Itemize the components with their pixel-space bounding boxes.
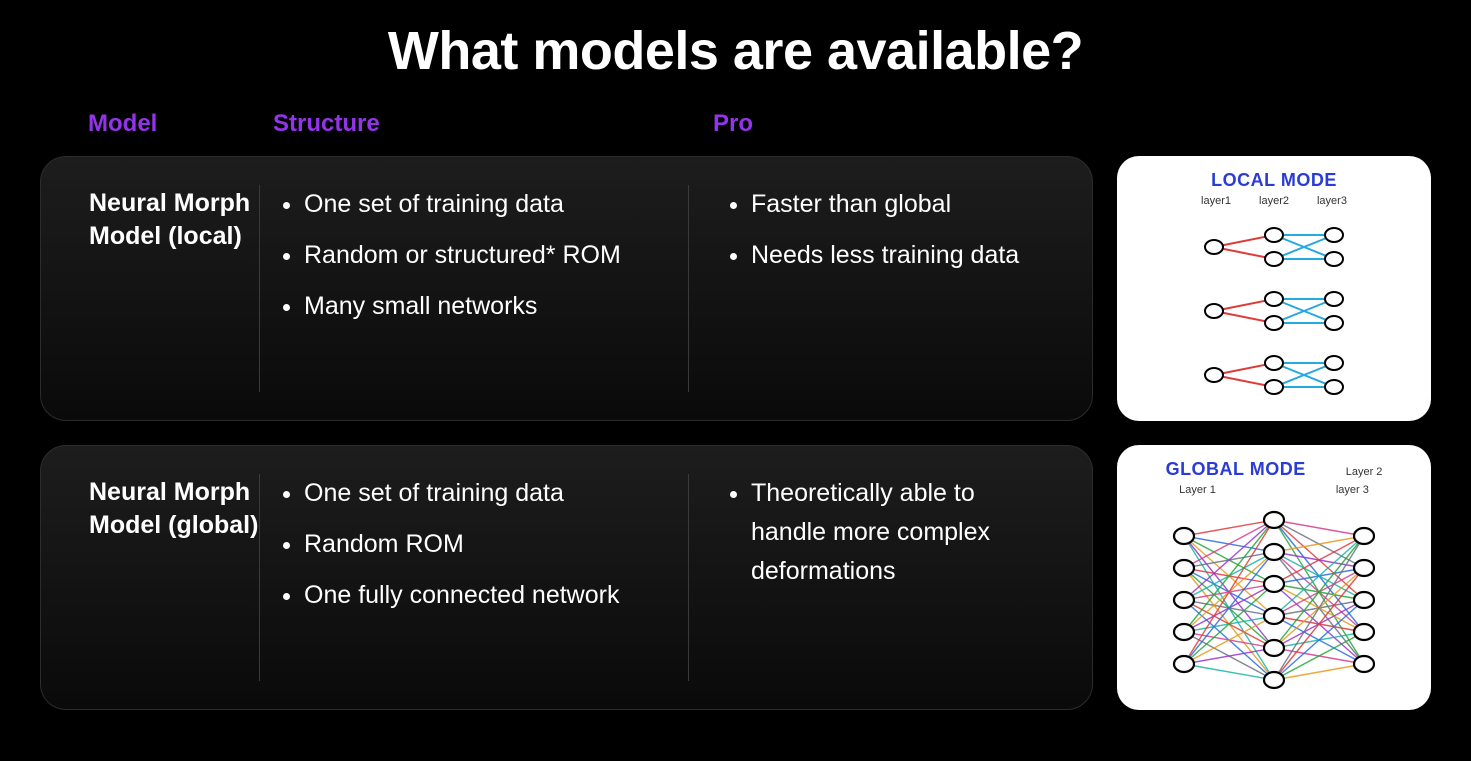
list-item: One set of training data (304, 474, 670, 513)
diagram-global: GLOBAL MODE Layer 2 Layer 1 layer 3 (1117, 445, 1431, 710)
pro-cell: Theoretically able to handle more comple… (707, 474, 1056, 681)
column-headers: Model Structure Pro (40, 110, 1431, 138)
local-network-svg (1174, 211, 1374, 411)
divider (259, 474, 260, 681)
list-item: Faster than global (751, 185, 1056, 224)
model-name: Neural Morph Model (global) (89, 474, 259, 681)
layer-label: layer1 (1201, 195, 1231, 207)
model-card: Neural Morph Model (global) One set of t… (40, 445, 1093, 710)
list-item: Random ROM (304, 525, 670, 564)
rows-container: Neural Morph Model (local) One set of tr… (40, 156, 1431, 710)
list-item: Needs less training data (751, 236, 1056, 275)
layer-labels: layer1 layer2 layer3 (1201, 195, 1347, 207)
pro-list: Faster than global Needs less training d… (725, 185, 1056, 275)
structure-list: One set of training data Random ROM One … (278, 474, 670, 614)
list-item: One set of training data (304, 185, 670, 224)
list-item: Theoretically able to handle more comple… (751, 474, 1056, 590)
slide-title: What models are available? (40, 20, 1431, 82)
layer-label: Layer 2 (1346, 466, 1383, 478)
header-model: Model (88, 110, 273, 138)
global-network-svg (1144, 500, 1404, 700)
list-item: Many small networks (304, 287, 670, 326)
header-structure: Structure (273, 110, 713, 138)
pro-cell: Faster than global Needs less training d… (707, 185, 1056, 392)
divider (688, 474, 689, 681)
model-row: Neural Morph Model (local) One set of tr… (40, 156, 1431, 421)
divider (688, 185, 689, 392)
layer-label: layer3 (1317, 195, 1347, 207)
structure-cell: One set of training data Random or struc… (278, 185, 688, 392)
diagram-title: LOCAL MODE (1211, 170, 1337, 191)
model-name: Neural Morph Model (local) (89, 185, 259, 392)
header-pro: Pro (713, 110, 753, 138)
list-item: One fully connected network (304, 576, 670, 615)
list-item: Random or structured* ROM (304, 236, 670, 275)
layer-label: Layer 1 (1179, 484, 1216, 496)
model-card: Neural Morph Model (local) One set of tr… (40, 156, 1093, 421)
model-row: Neural Morph Model (global) One set of t… (40, 445, 1431, 710)
divider (259, 185, 260, 392)
pro-list: Theoretically able to handle more comple… (725, 474, 1056, 590)
slide: What models are available? Model Structu… (0, 0, 1471, 730)
layer-labels: Layer 1 layer 3 (1179, 484, 1369, 496)
diagram-title: GLOBAL MODE (1166, 459, 1306, 480)
layer-label: layer2 (1259, 195, 1289, 207)
structure-list: One set of training data Random or struc… (278, 185, 670, 325)
structure-cell: One set of training data Random ROM One … (278, 474, 688, 681)
layer-label: layer 3 (1336, 484, 1369, 496)
diagram-local: LOCAL MODE layer1 layer2 layer3 (1117, 156, 1431, 421)
